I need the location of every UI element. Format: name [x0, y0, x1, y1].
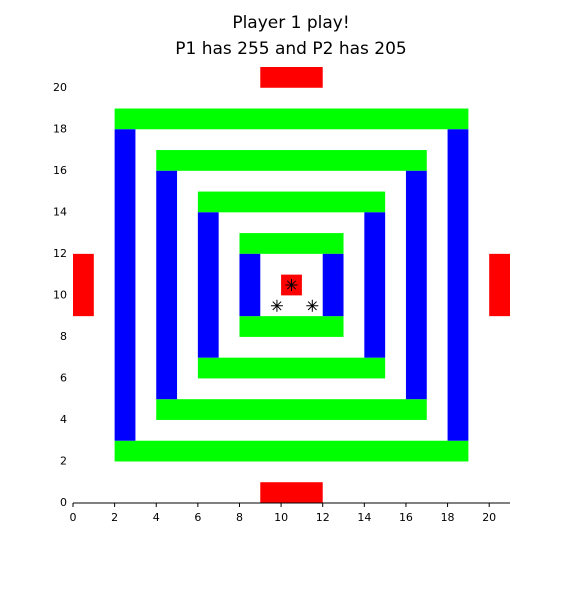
x-tick-label: 16	[399, 511, 413, 524]
x-tick-label: 20	[482, 511, 496, 524]
y-tick-label: 14	[53, 205, 67, 218]
piece	[156, 150, 427, 171]
piece	[322, 253, 344, 317]
x-tick-label: 14	[357, 511, 371, 524]
piece	[73, 253, 94, 317]
x-tick-label: 6	[194, 511, 201, 524]
y-tick-label: 18	[53, 122, 67, 135]
piece	[405, 170, 427, 400]
y-tick-label: 4	[60, 413, 67, 426]
piece	[260, 67, 323, 88]
y-tick-label: 20	[53, 81, 67, 94]
x-tick-label: 12	[316, 511, 330, 524]
piece	[114, 129, 136, 441]
y-tick-label: 6	[60, 371, 67, 384]
y-tick-label: 10	[53, 288, 67, 301]
piece	[239, 316, 344, 337]
piece	[197, 191, 386, 213]
x-tick-label: 18	[441, 511, 455, 524]
piece	[447, 129, 469, 441]
piece	[114, 108, 469, 130]
score-line: P1 has 255 and P2 has 205	[175, 39, 407, 59]
y-tick-label: 0	[60, 496, 67, 509]
y-tick-label: 12	[53, 247, 67, 260]
star-marker	[285, 279, 298, 291]
title-line: Player 1 play!	[232, 13, 349, 33]
piece	[197, 212, 219, 358]
piece	[239, 253, 261, 317]
piece	[156, 399, 427, 420]
piece	[489, 253, 510, 317]
y-tick-label: 16	[53, 164, 67, 177]
x-tick-label: 10	[274, 511, 288, 524]
piece	[197, 357, 386, 379]
piece	[260, 482, 323, 503]
piece	[156, 170, 178, 400]
y-tick-label: 2	[60, 454, 67, 467]
x-tick-label: 4	[153, 511, 160, 524]
y-tick-label: 8	[60, 330, 67, 343]
star-marker	[270, 299, 283, 312]
x-tick-label: 8	[236, 511, 243, 524]
piece	[364, 212, 386, 358]
x-tick-label: 0	[70, 511, 77, 524]
x-tick-label: 2	[111, 511, 118, 524]
piece	[239, 233, 344, 254]
piece	[114, 440, 469, 462]
star-marker	[306, 299, 319, 312]
